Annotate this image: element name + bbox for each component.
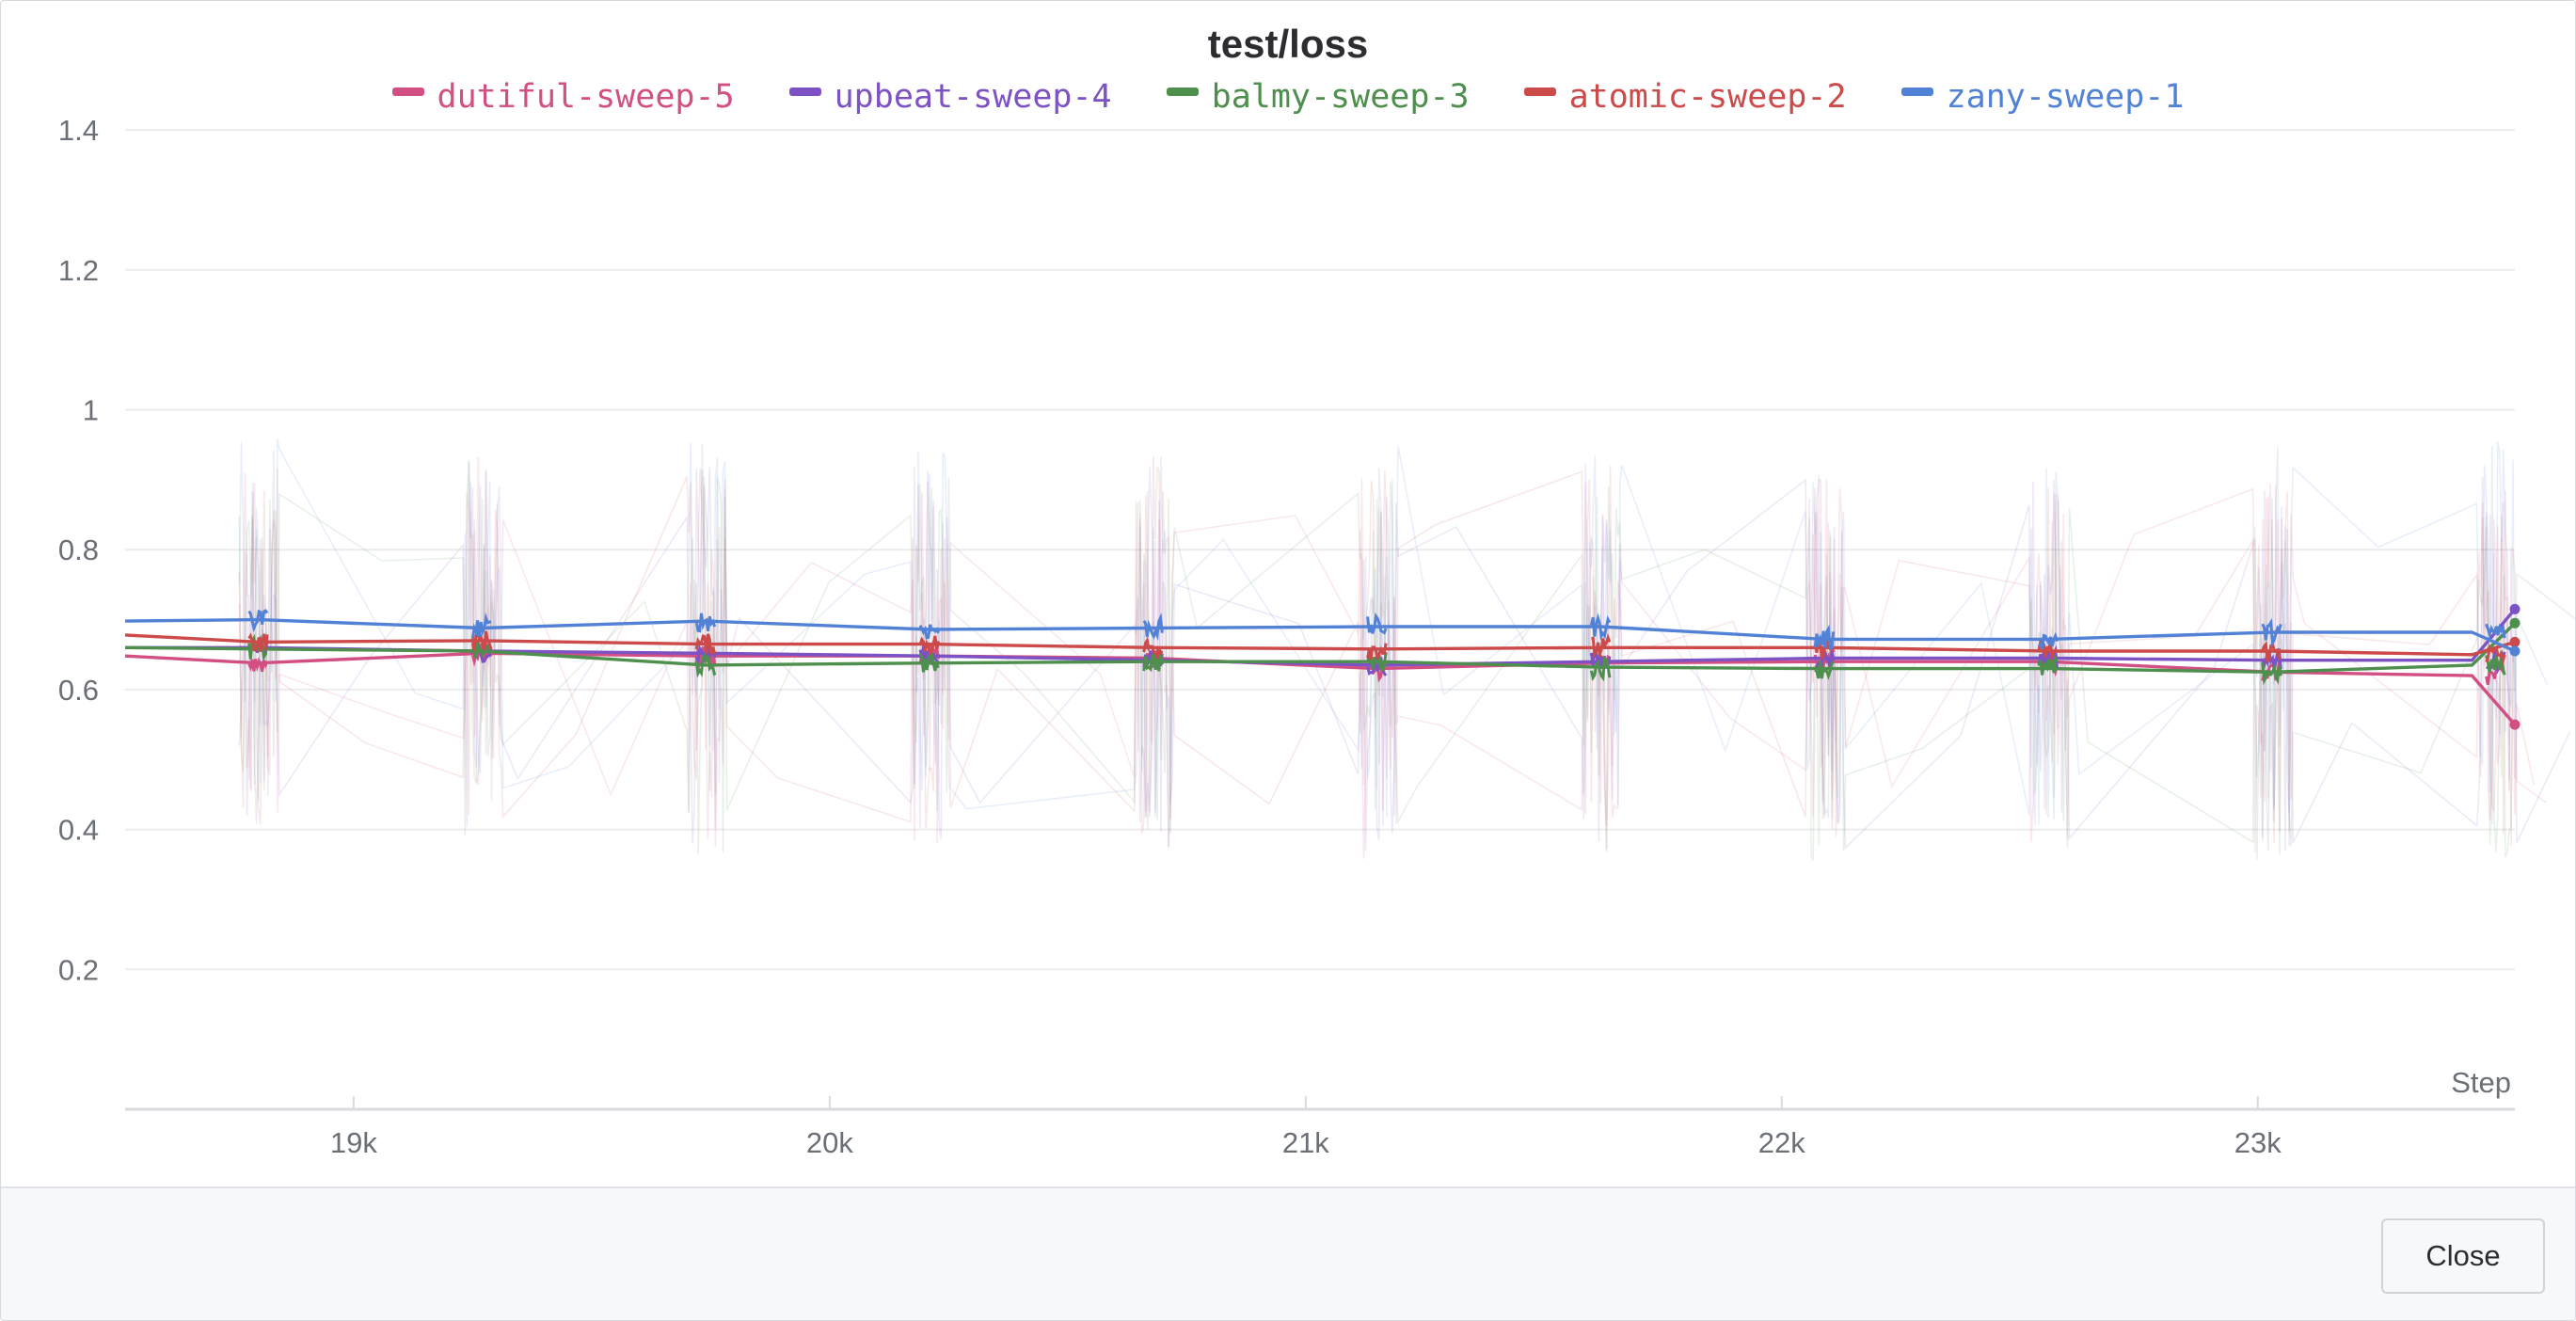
series-wiggle bbox=[918, 635, 940, 657]
y-tick-label: 1 bbox=[83, 394, 99, 427]
y-tick-label: 0.8 bbox=[58, 533, 99, 566]
series-endpoint bbox=[2509, 636, 2520, 647]
series-wiggle bbox=[2485, 643, 2506, 666]
raw-trace bbox=[238, 438, 2549, 826]
series-wiggle bbox=[2485, 623, 2506, 639]
series-wiggle bbox=[247, 657, 269, 673]
series-endpoint bbox=[2509, 645, 2520, 657]
series-wiggle bbox=[2261, 661, 2282, 686]
x-tick-label: 19k bbox=[330, 1126, 377, 1159]
series-wiggle bbox=[2261, 618, 2282, 647]
legend-item[interactable]: zany-sweep-1 bbox=[1900, 78, 2185, 116]
series-wiggle bbox=[1366, 612, 1388, 635]
chart-panel: 0.2 0.4 0.6 0.8 1 1.2 1.4 19k 20k 21k 22k 23k Step t… bbox=[1, 1, 2575, 1186]
legend-swatch bbox=[788, 87, 821, 96]
series-wiggle bbox=[247, 632, 269, 652]
raw-trace bbox=[238, 470, 2547, 859]
series-endpoint bbox=[2509, 603, 2520, 614]
series-wiggle bbox=[1591, 633, 1612, 660]
x-tick-label: 22k bbox=[1758, 1126, 1805, 1159]
series-wiggle bbox=[694, 633, 717, 655]
legend-label: atomic-sweep-2 bbox=[1568, 78, 1847, 116]
series-wiggle bbox=[470, 640, 492, 659]
x-tick-label: 23k bbox=[2234, 1126, 2282, 1159]
legend-swatch bbox=[391, 87, 424, 96]
series-wiggle bbox=[918, 624, 940, 640]
series-wiggle bbox=[1589, 613, 1612, 641]
legend-swatch bbox=[1166, 87, 1199, 96]
raw-trace bbox=[238, 456, 2536, 847]
line-chart: 0.2 0.4 0.6 0.8 1 1.2 1.4 19k 20k 21k 22k 23k Step bbox=[58, 114, 2575, 1159]
series-wiggle bbox=[694, 651, 717, 678]
series-endpoint bbox=[2509, 719, 2520, 730]
x-tick-label: 21k bbox=[1282, 1126, 1329, 1159]
legend-item[interactable]: atomic-sweep-2 bbox=[1523, 78, 1847, 116]
series-wiggle bbox=[1366, 643, 1388, 660]
series-wiggle bbox=[918, 651, 940, 673]
axis-layer: 0.2 0.4 0.6 0.8 1 1.2 1.4 19k 20k 21k 22k 23k Step bbox=[58, 114, 2515, 1159]
y-tick-label: 0.4 bbox=[58, 814, 99, 847]
series-wiggle bbox=[470, 626, 493, 651]
legend-label: dutiful-sweep-5 bbox=[437, 78, 735, 116]
series-wiggle bbox=[1142, 636, 1164, 660]
legend-swatch bbox=[1900, 87, 1933, 96]
series-wiggle bbox=[2037, 631, 2059, 650]
legend-item[interactable]: balmy-sweep-3 bbox=[1166, 78, 1470, 116]
y-tick-label: 0.6 bbox=[58, 674, 99, 707]
x-axis-label: Step bbox=[2451, 1066, 2511, 1099]
series-wiggle bbox=[1142, 613, 1164, 641]
legend-label: zany-sweep-1 bbox=[1946, 78, 2185, 116]
y-tick-label: 0.2 bbox=[58, 953, 99, 986]
series-wiggle bbox=[694, 613, 717, 633]
chart-legend: dutiful-sweep-5 upbeat-sweep-4 balmy-sweep… bbox=[1, 78, 2575, 116]
series-wiggle bbox=[2037, 654, 2059, 676]
series-wiggle bbox=[470, 613, 492, 639]
x-tick-label: 20k bbox=[806, 1126, 853, 1159]
series-wiggle bbox=[1814, 660, 1835, 680]
legend-label: balmy-sweep-3 bbox=[1211, 78, 1470, 116]
raw-trace bbox=[238, 459, 2575, 861]
y-tick-label: 1.4 bbox=[58, 114, 99, 147]
y-tick-label: 1.2 bbox=[58, 254, 99, 287]
series-wiggle bbox=[2485, 662, 2505, 686]
grid-layer bbox=[125, 129, 2515, 971]
legend-item[interactable]: dutiful-sweep-5 bbox=[391, 78, 735, 116]
raw-noise-layer bbox=[238, 438, 2575, 861]
modal-footer: Close bbox=[1, 1186, 2575, 1320]
raw-trace bbox=[238, 462, 2571, 851]
series-wiggle bbox=[247, 609, 269, 633]
series-endpoint bbox=[2509, 617, 2520, 629]
close-button[interactable]: Close bbox=[2381, 1218, 2545, 1294]
series-wiggle bbox=[1142, 652, 1164, 673]
legend-item[interactable]: upbeat-sweep-4 bbox=[788, 78, 1112, 116]
series-wiggle bbox=[1813, 624, 1836, 650]
chart-title: test/loss bbox=[1207, 22, 1369, 66]
series-layer bbox=[124, 603, 2520, 730]
legend-label: upbeat-sweep-4 bbox=[834, 78, 1112, 116]
series-wiggle bbox=[1589, 655, 1612, 682]
legend-swatch bbox=[1523, 87, 1556, 96]
